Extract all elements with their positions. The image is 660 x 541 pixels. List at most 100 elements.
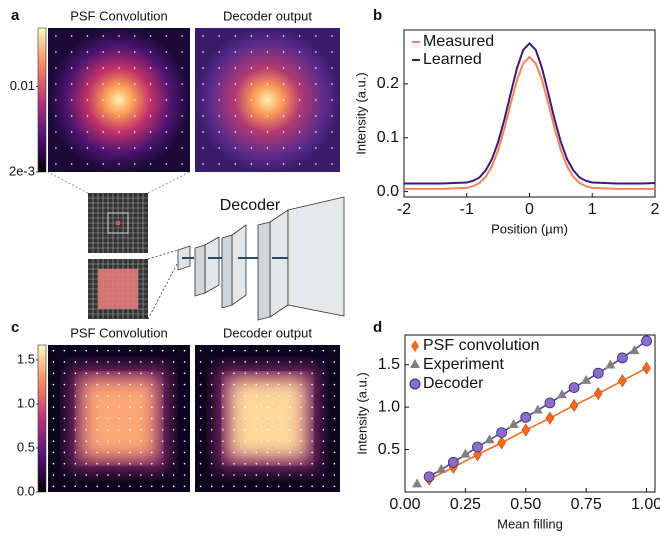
grid-dot: [282, 83, 285, 85]
grid-dot: [300, 417, 302, 420]
grid-dot: [74, 462, 77, 465]
grid-dot: [266, 485, 269, 488]
grid-dot: [161, 349, 164, 352]
grid-dot: [150, 485, 153, 488]
marker: [569, 398, 579, 412]
grid-dot: [322, 429, 325, 431]
grid-dot: [333, 485, 336, 488]
grid-dot: [234, 83, 237, 85]
grid-dot: [322, 451, 325, 454]
grid-dot: [298, 163, 301, 165]
grid-dot: [333, 383, 336, 386]
grid-dot: [300, 349, 302, 352]
marker: [605, 359, 616, 369]
grid-dot: [165, 51, 168, 53]
grid-dot: [202, 99, 204, 101]
grid-dot: [233, 372, 235, 375]
grid-dot: [165, 67, 168, 69]
grid-dot: [202, 83, 204, 85]
grid-dot: [74, 451, 77, 454]
grid-dot: [266, 35, 269, 37]
grid-dot: [289, 440, 291, 442]
grid-dot: [298, 51, 301, 53]
grid-dot: [210, 485, 213, 488]
grid-dot: [331, 35, 333, 37]
grid-dot: [55, 35, 57, 37]
fit-line: [428, 367, 647, 480]
grid-dot: [315, 67, 317, 69]
colorbar-tick-label: 0.0: [17, 483, 35, 498]
y-tick-label: 0.2: [377, 75, 399, 92]
y-tick-label: 0.5: [378, 441, 400, 458]
grid-dot: [172, 406, 175, 408]
grid-dot: [315, 51, 317, 53]
grid-dot: [107, 383, 109, 386]
grid-dot: [210, 474, 213, 476]
grid-dot: [118, 372, 120, 375]
grid-dot: [172, 361, 175, 363]
legend-swatch: [410, 359, 420, 368]
grid-dot: [140, 485, 142, 488]
colorbar-tick-label: 2e-3: [9, 163, 35, 178]
legend-swatch: [409, 378, 421, 390]
grid-dot: [181, 131, 183, 133]
grid-dot: [311, 361, 313, 363]
grid-dot: [70, 99, 73, 101]
grid-dot: [74, 485, 77, 488]
grid-dot: [140, 429, 142, 431]
grid-dot: [55, 115, 57, 117]
grid-dot: [52, 429, 55, 431]
grid-dot: [218, 147, 220, 149]
grid-dot: [161, 440, 164, 442]
grid-dot: [96, 429, 98, 431]
y-axis-label: Intensity (a.u.): [354, 372, 369, 454]
grid-dot: [289, 474, 291, 476]
grid-dot: [222, 429, 224, 431]
grid-dot: [233, 485, 235, 488]
grid-dot: [210, 440, 213, 442]
grid-dot: [183, 440, 186, 442]
grid-dot: [266, 67, 269, 69]
marker: [521, 423, 531, 437]
grid-dot: [63, 429, 66, 431]
grid-dot: [250, 99, 253, 101]
grid-dot: [244, 451, 246, 454]
grid-dot: [233, 429, 235, 431]
marker: [436, 463, 447, 473]
grid-dot: [233, 395, 235, 397]
grid-dot: [266, 451, 269, 454]
grid-dot: [150, 417, 153, 420]
grid-dot: [255, 395, 258, 397]
grid-dot: [266, 131, 269, 133]
grid-dot: [289, 462, 291, 465]
grid-dot: [244, 383, 246, 386]
grid-dot: [161, 372, 164, 375]
grid-dot: [85, 462, 88, 465]
grid-dot: [172, 349, 175, 352]
grid-dot: [74, 429, 77, 431]
grid-dot: [289, 383, 291, 386]
grid-dot: [277, 383, 280, 386]
grid-dot: [315, 115, 317, 117]
grid-dot: [282, 163, 285, 165]
grid-dot: [172, 372, 175, 375]
grid-dot: [172, 485, 175, 488]
grid-dot: [165, 131, 168, 133]
grid-dot: [183, 429, 186, 431]
grid-dot: [150, 372, 153, 375]
grid-dot: [210, 417, 213, 420]
grid-dot: [70, 67, 73, 69]
grid-dot: [289, 372, 291, 375]
grid-dot: [183, 406, 186, 408]
grid-dot: [315, 163, 317, 165]
grid-dot: [140, 474, 142, 476]
grid-dot: [244, 485, 246, 488]
grid-dot: [315, 35, 317, 37]
colorbar-tick-label: 1.5: [17, 351, 35, 366]
grid-dot: [266, 83, 269, 85]
grid-dot: [300, 429, 302, 431]
grid-dot: [118, 147, 120, 149]
grid-dot: [289, 485, 291, 488]
grid-dot: [199, 383, 202, 386]
grid-dot: [96, 372, 98, 375]
